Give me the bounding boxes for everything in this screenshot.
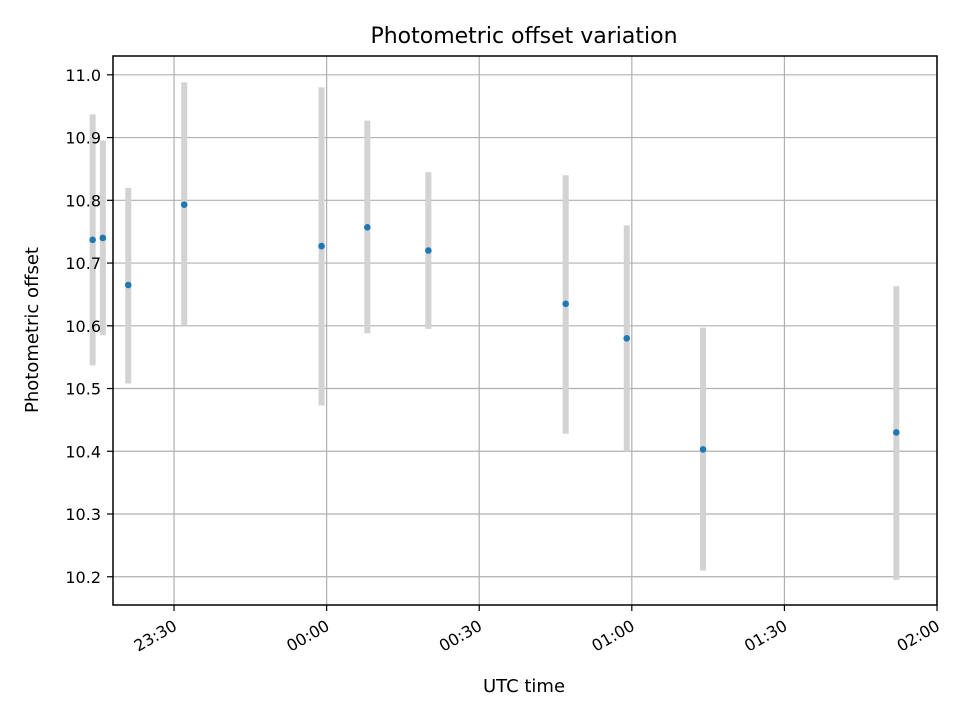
x-tick-label: 23:30 — [131, 616, 180, 656]
data-point — [562, 300, 569, 308]
data-point — [425, 247, 432, 254]
y-tick-label: 10.4 — [65, 442, 101, 461]
point-layer — [89, 201, 900, 453]
x-tick-label: 02:00 — [894, 616, 943, 656]
data-point — [623, 335, 631, 342]
x-tick-label: 01:00 — [588, 616, 637, 656]
data-point — [318, 242, 325, 250]
tick-layer: 10.2 10.3 10.4 10.5 10.6 10.7 10.8 10.9 11.0 23:3… — [65, 66, 943, 656]
data-point — [124, 281, 132, 289]
x-tick-label: 00:30 — [436, 616, 485, 656]
data-point — [364, 223, 371, 231]
y-tick-label: 10.5 — [65, 380, 101, 399]
x-tick-label: 00:00 — [283, 616, 332, 656]
data-point — [699, 446, 707, 453]
plot-frame — [112, 55, 938, 606]
x-axis-label: UTC time — [483, 676, 565, 697]
data-point — [99, 234, 107, 242]
y-tick-label: 11.0 — [65, 66, 101, 85]
y-tick-label: 10.6 — [65, 317, 101, 336]
grid-layer — [113, 56, 938, 605]
y-tick-label: 10.7 — [65, 254, 101, 273]
y-tick-label: 10.3 — [65, 505, 101, 524]
data-point — [89, 236, 96, 244]
x-tick-label: 01:30 — [741, 616, 790, 656]
errorbar-layer — [89, 82, 900, 580]
y-tick-label: 10.2 — [65, 568, 101, 587]
data-point — [893, 429, 900, 436]
y-axis-label: Photometric offset — [22, 247, 43, 413]
y-tick-label: 10.9 — [65, 129, 101, 148]
data-point — [180, 201, 188, 209]
chart-title: Photometric offset variation — [370, 24, 677, 49]
y-tick-label: 10.8 — [65, 191, 101, 210]
